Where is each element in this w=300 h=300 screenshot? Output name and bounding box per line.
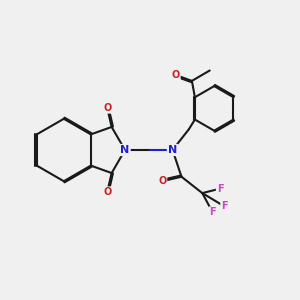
Text: O: O xyxy=(158,176,166,186)
Text: O: O xyxy=(103,103,111,112)
Text: F: F xyxy=(217,184,224,194)
Text: N: N xyxy=(168,145,177,155)
Text: F: F xyxy=(209,207,216,218)
Text: O: O xyxy=(171,70,180,80)
Text: N: N xyxy=(120,145,130,155)
Text: O: O xyxy=(103,188,111,197)
Text: F: F xyxy=(221,202,228,212)
